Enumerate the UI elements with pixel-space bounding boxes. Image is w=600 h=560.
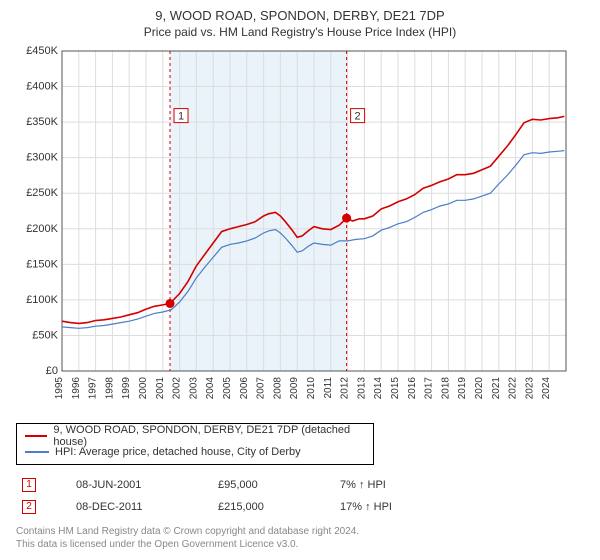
x-tick-label: 2013 xyxy=(356,377,367,400)
page-title: 9, WOOD ROAD, SPONDON, DERBY, DE21 7DP xyxy=(16,8,584,23)
transaction-date: 08-JUN-2001 xyxy=(76,475,216,495)
x-tick-label: 2012 xyxy=(340,377,351,400)
transaction-delta: 17% ↑ HPI xyxy=(340,497,392,517)
x-tick-label: 2008 xyxy=(272,377,283,400)
y-tick-label: £50K xyxy=(32,329,58,341)
x-tick-label: 2002 xyxy=(172,377,183,400)
x-tick-label: 2001 xyxy=(155,377,166,400)
marker-label: 2 xyxy=(355,111,361,123)
transaction-marker: 2 xyxy=(22,500,36,514)
y-tick-label: £100K xyxy=(26,294,58,306)
y-tick-label: £150K xyxy=(26,258,58,270)
x-tick-label: 2018 xyxy=(440,377,451,400)
x-tick-label: 2021 xyxy=(491,377,502,400)
legend: 9, WOOD ROAD, SPONDON, DERBY, DE21 7DP (… xyxy=(16,423,374,465)
x-tick-label: 2003 xyxy=(188,377,199,400)
legend-swatch xyxy=(25,435,47,437)
x-tick-label: 2007 xyxy=(256,377,267,400)
legend-label: HPI: Average price, detached house, City… xyxy=(55,446,301,458)
y-tick-label: £350K xyxy=(26,116,58,128)
x-tick-label: 2024 xyxy=(541,377,552,400)
x-tick-label: 2020 xyxy=(474,377,485,400)
x-tick-label: 2004 xyxy=(205,377,216,400)
y-tick-label: £250K xyxy=(26,187,58,199)
footer-line-2: This data is licensed under the Open Gov… xyxy=(16,538,584,551)
y-tick-label: £450K xyxy=(26,45,58,57)
y-tick-label: £0 xyxy=(46,365,58,377)
x-tick-label: 1999 xyxy=(121,377,132,400)
footer-attribution: Contains HM Land Registry data © Crown c… xyxy=(16,525,584,551)
x-tick-label: 2010 xyxy=(306,377,317,400)
x-tick-label: 1996 xyxy=(71,377,82,400)
x-tick-label: 2023 xyxy=(524,377,535,400)
y-tick-label: £200K xyxy=(26,223,58,235)
chart-subtitle: Price paid vs. HM Land Registry's House … xyxy=(16,25,584,39)
legend-swatch xyxy=(25,451,49,453)
transaction-delta: 7% ↑ HPI xyxy=(340,475,392,495)
x-tick-label: 2011 xyxy=(323,377,334,399)
y-tick-label: £400K xyxy=(26,81,58,93)
x-tick-label: 2014 xyxy=(373,377,384,400)
transaction-row: 1 08-JUN-2001£95,0007% ↑ HPI xyxy=(18,475,392,495)
transaction-table: 1 08-JUN-2001£95,0007% ↑ HPI 2 08-DEC-2011£… xyxy=(16,473,394,519)
legend-label: 9, WOOD ROAD, SPONDON, DERBY, DE21 7DP (… xyxy=(53,424,365,448)
transaction-date: 08-DEC-2011 xyxy=(76,497,216,517)
x-tick-label: 2000 xyxy=(138,377,149,400)
x-tick-label: 2006 xyxy=(239,377,250,400)
x-tick-label: 2015 xyxy=(390,377,401,400)
x-tick-label: 2005 xyxy=(222,377,233,400)
x-tick-label: 2009 xyxy=(289,377,300,400)
x-tick-label: 1995 xyxy=(54,377,65,400)
x-tick-label: 1997 xyxy=(88,377,99,400)
legend-item: 9, WOOD ROAD, SPONDON, DERBY, DE21 7DP (… xyxy=(25,428,365,444)
y-tick-label: £300K xyxy=(26,152,58,164)
price-chart: £0 £50K £100K £150K £200K £250K £300K £350K £400… xyxy=(16,45,584,415)
x-tick-label: 1998 xyxy=(104,377,115,400)
footer-line-1: Contains HM Land Registry data © Crown c… xyxy=(16,525,584,538)
marker-label: 1 xyxy=(178,111,184,123)
x-tick-label: 2016 xyxy=(407,377,418,400)
x-tick-label: 2022 xyxy=(508,377,519,400)
transaction-price: £95,000 xyxy=(218,475,338,495)
x-tick-label: 2019 xyxy=(457,377,468,400)
x-tick-label: 2017 xyxy=(424,377,435,400)
transaction-row: 2 08-DEC-2011£215,00017% ↑ HPI xyxy=(18,497,392,517)
transaction-price: £215,000 xyxy=(218,497,338,517)
chart-svg: £0 £50K £100K £150K £200K £250K £300K £350K £400… xyxy=(16,45,576,415)
transaction-marker: 1 xyxy=(22,478,36,492)
